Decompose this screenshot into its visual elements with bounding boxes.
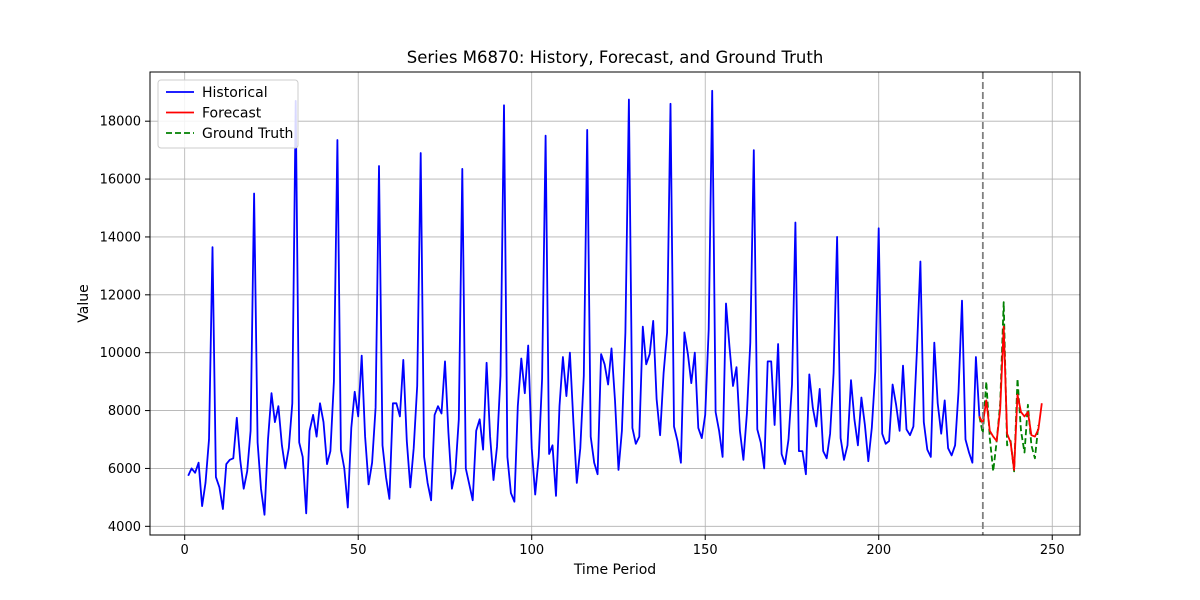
x-tick-label: 50: [350, 543, 367, 558]
y-axis-ticks: 4000 6000 8000 10000 12000 14000 16000 18000: [100, 115, 150, 535]
x-axis-ticks: 0 50 100 150 200 250: [181, 535, 1065, 558]
x-tick-label: 150: [693, 543, 718, 558]
grid-lines: [150, 72, 1080, 535]
legend-label: Ground Truth: [202, 126, 293, 142]
x-tick-label: 250: [1040, 543, 1065, 558]
y-tick-label: 6000: [108, 462, 141, 477]
y-axis-label: Value: [76, 284, 92, 322]
x-tick-label: 200: [866, 543, 891, 558]
legend: Historical Forecast Ground Truth: [157, 79, 299, 149]
y-tick-label: 4000: [108, 520, 141, 535]
legend-label: Forecast: [202, 106, 262, 122]
x-tick-label: 0: [181, 543, 189, 558]
y-tick-label: 10000: [100, 346, 141, 361]
chart-title: Series M6870: History, Forecast, and Gro…: [407, 48, 824, 67]
y-tick-label: 8000: [108, 404, 141, 419]
y-tick-label: 18000: [100, 115, 141, 130]
legend-frame: [157, 79, 299, 149]
y-tick-label: 16000: [100, 173, 141, 188]
plot-area: [150, 72, 1080, 535]
series-layer: [187, 89, 1043, 516]
series-line-historical: [187, 89, 981, 516]
x-tick-label: 100: [519, 543, 544, 558]
plot-frame: [149, 71, 1081, 536]
x-axis-label: Time Period: [573, 562, 656, 578]
legend-label: Historical: [202, 85, 268, 101]
series-line-forecast: [978, 325, 1043, 471]
y-tick-label: 12000: [100, 288, 141, 303]
y-tick-label: 14000: [100, 230, 141, 245]
